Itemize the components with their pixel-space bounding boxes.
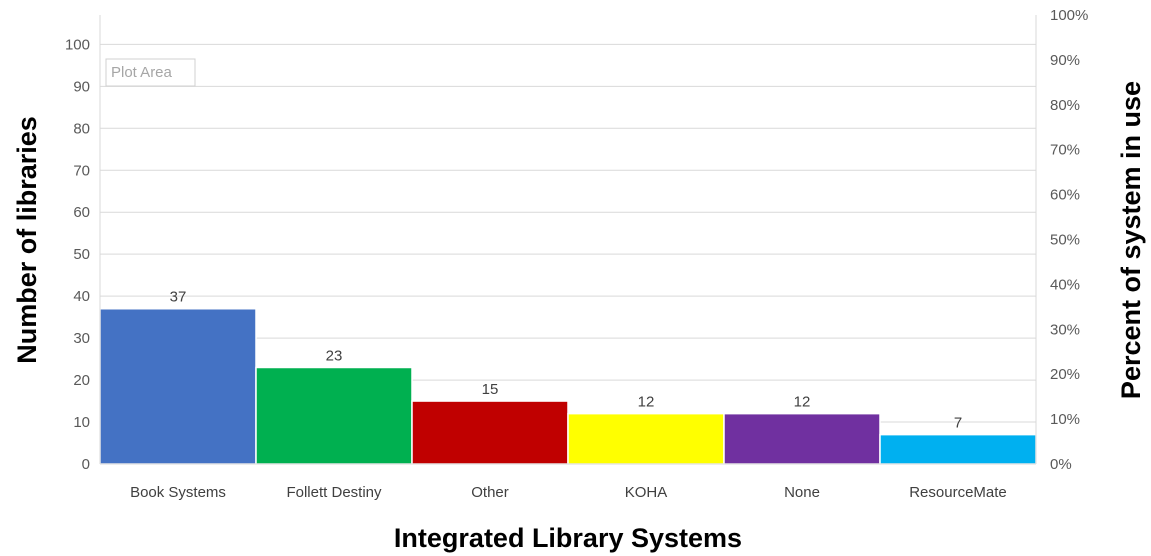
bars bbox=[99, 307, 1037, 465]
category-label: Other bbox=[471, 484, 509, 501]
y-axis-ticks: 0 10 20 30 40 50 60 70 80 90 100 bbox=[65, 36, 90, 473]
y-tick-label: 10 bbox=[73, 414, 90, 431]
category-label: Book Systems bbox=[130, 484, 226, 501]
x-axis-categories: Book Systems Follett Destiny Other KOHA None… bbox=[130, 484, 1007, 501]
x-axis-title: Integrated Library Systems bbox=[394, 523, 742, 553]
bar-other bbox=[411, 400, 569, 465]
y-axis-title: Number of libraries bbox=[12, 116, 42, 364]
category-label: ResourceMate bbox=[909, 484, 1007, 501]
bar-koha bbox=[567, 412, 725, 465]
bar-resourcemate bbox=[879, 433, 1037, 465]
y2-tick-label: 10% bbox=[1050, 411, 1080, 428]
y-tick-label: 50 bbox=[73, 246, 90, 263]
bar-follett-destiny bbox=[255, 366, 413, 465]
y2-tick-label: 20% bbox=[1050, 366, 1080, 383]
y2-tick-label: 90% bbox=[1050, 52, 1080, 69]
y-tick-label: 0 bbox=[82, 456, 90, 473]
data-label: 23 bbox=[326, 347, 343, 364]
plot-area-tag: Plot Area bbox=[105, 58, 196, 87]
y2-tick-label: 60% bbox=[1050, 187, 1080, 204]
category-label: KOHA bbox=[625, 484, 668, 501]
category-label: Follett Destiny bbox=[286, 484, 382, 501]
data-labels: 37 23 15 12 12 7 bbox=[170, 289, 963, 432]
data-label: 12 bbox=[794, 394, 811, 411]
bar-none bbox=[723, 412, 881, 465]
y2-tick-label: 40% bbox=[1050, 276, 1080, 293]
y2-tick-label: 100% bbox=[1050, 7, 1088, 24]
y-tick-label: 60 bbox=[73, 204, 90, 221]
data-label: 7 bbox=[954, 415, 962, 432]
y2-tick-label: 0% bbox=[1050, 456, 1072, 473]
y-tick-label: 80 bbox=[73, 120, 90, 137]
data-label: 12 bbox=[638, 394, 655, 411]
y2-tick-label: 80% bbox=[1050, 97, 1080, 114]
category-label: None bbox=[784, 484, 820, 501]
plot-area-tag-label: Plot Area bbox=[111, 64, 173, 81]
bar-book-systems bbox=[99, 307, 257, 465]
data-label: 15 bbox=[482, 381, 499, 398]
y-tick-label: 90 bbox=[73, 78, 90, 95]
y-tick-label: 100 bbox=[65, 36, 90, 53]
y2-axis-ticks: 0% 10% 20% 30% 40% 50% 60% 70% 80% 90% 100% bbox=[1050, 7, 1088, 473]
y-tick-label: 40 bbox=[73, 288, 90, 305]
y-tick-label: 30 bbox=[73, 330, 90, 347]
y2-tick-label: 50% bbox=[1050, 232, 1080, 249]
y-tick-label: 70 bbox=[73, 162, 90, 179]
y2-tick-label: 70% bbox=[1050, 142, 1080, 159]
data-label: 37 bbox=[170, 289, 187, 306]
y2-tick-label: 30% bbox=[1050, 321, 1080, 338]
y2-axis-title: Percent of system in use bbox=[1116, 81, 1146, 399]
y-tick-label: 20 bbox=[73, 372, 90, 389]
